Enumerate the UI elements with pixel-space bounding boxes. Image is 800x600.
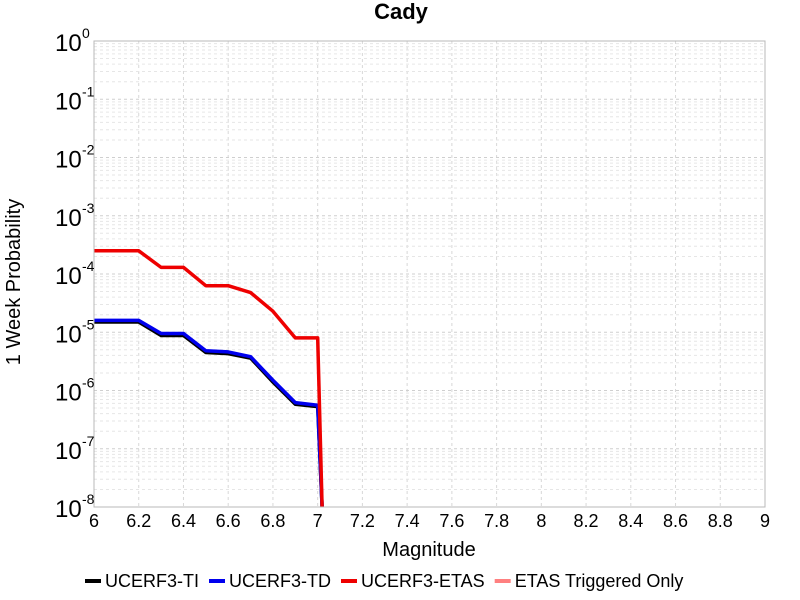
x-tick-label: 7 <box>313 511 323 531</box>
plot-border <box>93 40 766 508</box>
grid <box>93 41 766 508</box>
y-tick-exponent: -8 <box>82 491 95 507</box>
y-tick-base: 10 <box>55 496 82 523</box>
y-tick-label: 10 -8 <box>55 491 95 523</box>
legend-item: UCERF3-ETAS <box>341 571 485 591</box>
series-layer <box>94 249 324 508</box>
y-tick-exponent: -6 <box>82 375 95 391</box>
y-tick-base: 10 <box>55 263 82 290</box>
x-tick-label: 8.6 <box>663 511 688 531</box>
y-tick-label: 10 -6 <box>55 375 95 407</box>
y-tick-base: 10 <box>55 438 82 465</box>
y-tick-label: 10 -4 <box>55 258 95 290</box>
x-tick-label: 6.6 <box>216 511 241 531</box>
y-tick-base: 10 <box>55 88 82 115</box>
chart-title: Cady <box>374 0 429 24</box>
legend-item: UCERF3-TD <box>209 571 331 591</box>
y-tick-exponent: -7 <box>82 433 95 449</box>
x-tick-label: 7.4 <box>395 511 420 531</box>
y-tick-exponent: -2 <box>82 142 95 158</box>
y-tick-base: 10 <box>55 30 82 57</box>
y-tick-base: 10 <box>55 380 82 407</box>
y-tick-label: 10 -3 <box>55 200 95 232</box>
x-tick-label: 6 <box>89 511 99 531</box>
x-tick-label: 7.6 <box>439 511 464 531</box>
x-tick-label: 8.8 <box>708 511 733 531</box>
x-axis-label: Magnitude <box>382 539 475 561</box>
y-tick-label: 10 -5 <box>55 316 95 348</box>
x-tick-label: 8.2 <box>574 511 599 531</box>
x-axis-ticks: 6 6.2 6.4 6.6 6.8 7 7.2 7.4 7.6 7.8 8 8.2 8.4 8.6 8.8 9 <box>89 511 770 531</box>
y-tick-label: 10 -2 <box>55 142 95 174</box>
x-tick-label: 7.2 <box>350 511 375 531</box>
legend: UCERF3-TI UCERF3-TD UCERF3-ETAS ETAS Trigge… <box>85 571 683 591</box>
y-tick-exponent: -4 <box>82 258 95 274</box>
legend-label: UCERF3-TI <box>105 571 199 591</box>
y-tick-label: 10 0 <box>55 25 90 57</box>
x-tick-label: 6.2 <box>126 511 151 531</box>
legend-label: ETAS Triggered Only <box>515 571 684 591</box>
series-line-ucerf3-etas <box>94 249 324 508</box>
y-tick-exponent: -3 <box>82 200 95 216</box>
y-tick-base: 10 <box>55 321 82 348</box>
x-tick-label: 8 <box>536 511 546 531</box>
y-tick-exponent: -1 <box>82 83 95 99</box>
legend-label: UCERF3-ETAS <box>361 571 485 591</box>
y-tick-exponent: -5 <box>82 316 95 332</box>
legend-item: ETAS Triggered Only <box>494 571 684 591</box>
y-tick-label: 10 -7 <box>55 433 95 465</box>
x-tick-label: 9 <box>760 511 770 531</box>
series-line-ucerf3-td <box>94 318 324 508</box>
y-axis-label: 1 Week Probability <box>3 199 25 365</box>
y-tick-exponent: 0 <box>82 25 90 41</box>
x-tick-label: 8.4 <box>618 511 643 531</box>
x-tick-label: 6.4 <box>171 511 196 531</box>
x-tick-label: 6.8 <box>260 511 285 531</box>
y-tick-base: 10 <box>55 205 82 232</box>
legend-item: UCERF3-TI <box>85 571 199 591</box>
y-tick-base: 10 <box>55 147 82 174</box>
y-tick-label: 10 -1 <box>55 83 95 115</box>
legend-label: UCERF3-TD <box>229 571 331 591</box>
x-tick-label: 7.8 <box>484 511 509 531</box>
